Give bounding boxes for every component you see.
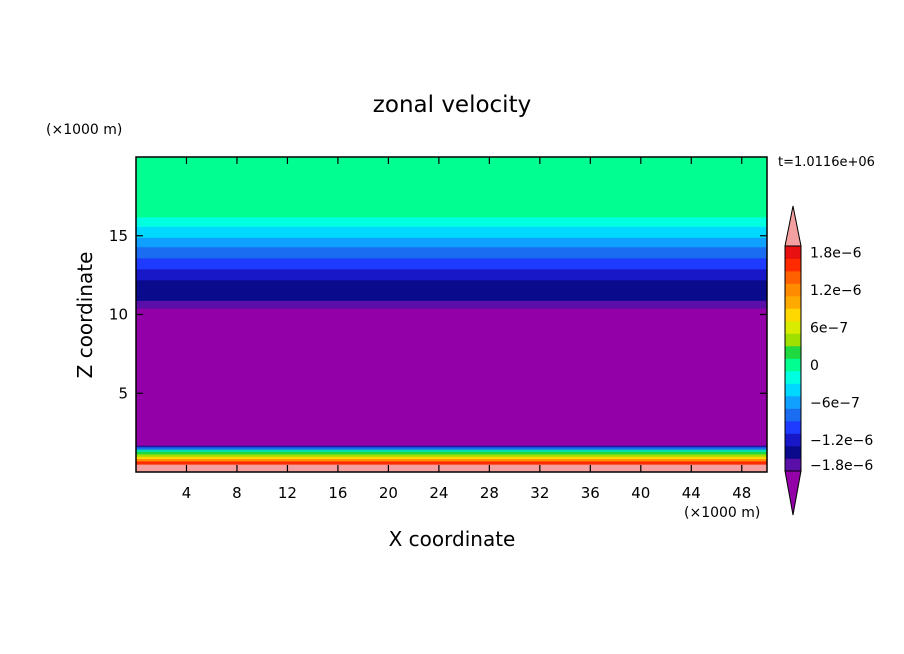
colorbar-swatch <box>785 333 801 347</box>
colorbar-frame <box>784 245 802 472</box>
contour-band-5 <box>136 451 767 455</box>
colorbar-swatch <box>785 346 801 359</box>
colorbar: −1.8e−6 −1.2e−6 −6e−7 0 6e−7 1.2e−6 1.8e−6 <box>784 205 873 516</box>
colorbar-label: 1.8e−6 <box>810 245 862 261</box>
x-tick-label: 32 <box>530 484 549 502</box>
contour-band-3 <box>136 456 767 460</box>
colorbar-swatch <box>785 433 801 447</box>
colorbar-label: 1.2e−6 <box>810 283 862 299</box>
x-axis-ticks: 4 8 12 16 20 24 28 32 36 40 44 48 <box>182 157 751 502</box>
colorbar-label: −6e−7 <box>810 395 860 411</box>
contour-band-9 <box>136 308 767 446</box>
y-axis-ticks: 5 10 15 <box>109 227 767 402</box>
contour-band-1 <box>136 460 767 465</box>
contour-band-8 <box>136 445 767 448</box>
x-tick-label: 28 <box>480 484 499 502</box>
contour-band-0 <box>136 464 767 473</box>
contour-bands <box>136 157 767 473</box>
contour-band-13 <box>136 257 767 270</box>
colorbar-swatch <box>785 358 801 372</box>
colorbar-swatch <box>785 296 801 309</box>
colorbar-swatch <box>785 283 801 297</box>
colorbar-swatch <box>785 383 801 397</box>
contour-band-10 <box>136 300 767 309</box>
colorbar-label: 6e−7 <box>810 320 848 336</box>
colorbar-swatch <box>785 458 801 472</box>
x-tick-label: 40 <box>631 484 650 502</box>
colorbar-swatch <box>785 446 801 459</box>
colorbar-swatch <box>785 271 801 284</box>
x-tick-label: 20 <box>379 484 398 502</box>
y-tick-label: 15 <box>109 227 128 245</box>
colorbar-swatch <box>785 246 801 259</box>
colorbar-swatch <box>785 421 801 434</box>
colorbar-over-arrow <box>784 205 802 247</box>
colorbar-label: −1.8e−6 <box>810 458 873 474</box>
x-tick-label: 36 <box>581 484 600 502</box>
x-axis-label: X coordinate <box>389 527 516 551</box>
contour-band-17 <box>136 216 767 227</box>
contour-band-12 <box>136 268 767 281</box>
colorbar-swatch <box>785 321 801 334</box>
y-unit-label: (×1000 m) <box>46 122 122 138</box>
chart-title: zonal velocity <box>373 92 531 118</box>
x-tick-label: 4 <box>182 484 192 502</box>
x-tick-label: 8 <box>232 484 242 502</box>
time-label: t=1.0116e+06 <box>778 155 875 170</box>
x-tick-label: 12 <box>278 484 297 502</box>
contour-band-15 <box>136 237 767 248</box>
contour-band-4 <box>136 453 767 457</box>
colorbar-under-arrow <box>784 470 802 516</box>
x-unit-label: (×1000 m) <box>684 505 760 521</box>
y-tick-label: 5 <box>118 384 128 402</box>
contour-band-16 <box>136 226 767 238</box>
x-tick-label: 44 <box>682 484 701 502</box>
y-axis-label: Z coordinate <box>73 252 97 379</box>
colorbar-swatch <box>785 258 801 272</box>
contour-band-11 <box>136 279 767 301</box>
contour-band-2 <box>136 458 767 462</box>
contour-band-18 <box>136 157 767 218</box>
colorbar-label: 0 <box>810 358 819 374</box>
contour-band-7 <box>136 446 767 450</box>
colorbar-swatch <box>785 396 801 409</box>
contour-band-14 <box>136 246 767 259</box>
x-tick-label: 48 <box>732 484 751 502</box>
colorbar-swatch <box>785 308 801 322</box>
x-tick-label: 16 <box>328 484 347 502</box>
y-tick-label: 10 <box>109 306 128 324</box>
x-tick-label: 24 <box>429 484 448 502</box>
colorbar-label: −1.2e−6 <box>810 433 873 449</box>
colorbar-swatch <box>785 408 801 422</box>
contour-band-6 <box>136 449 767 453</box>
colorbar-swatch <box>785 371 801 384</box>
